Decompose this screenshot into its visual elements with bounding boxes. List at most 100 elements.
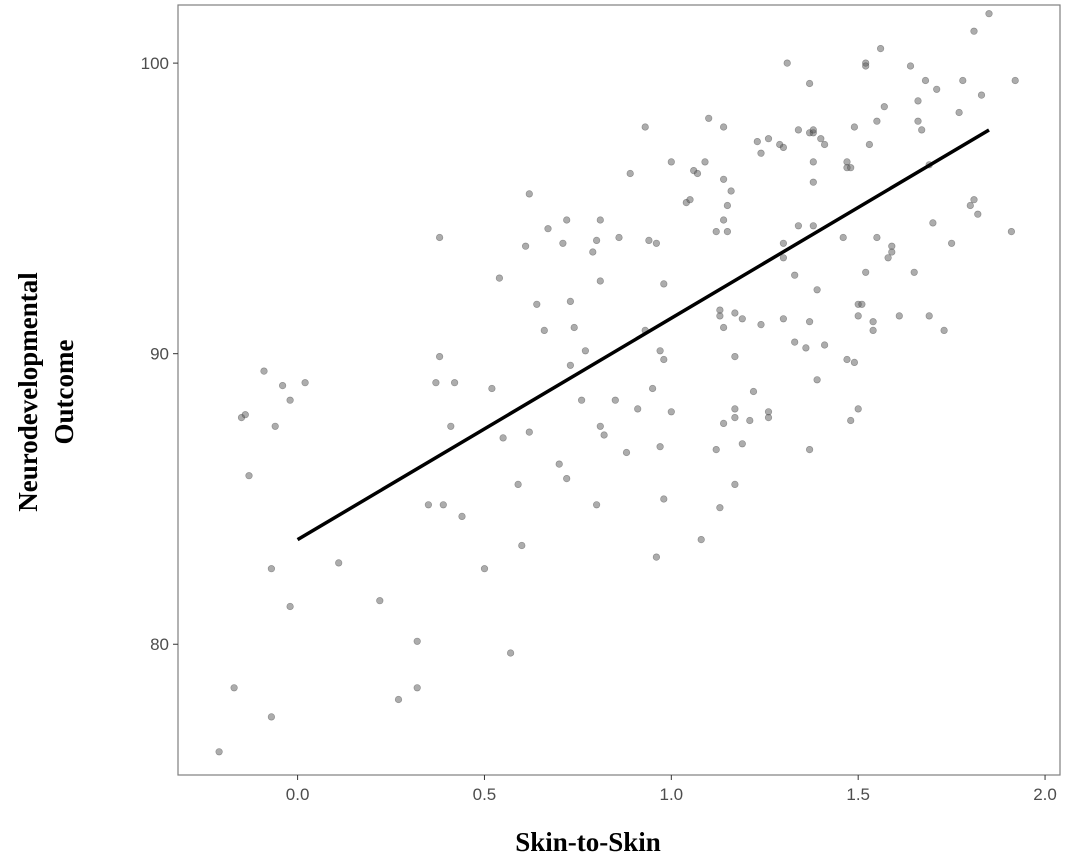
y-axis-ticks: 80 90 100 xyxy=(141,54,178,654)
data-point xyxy=(813,376,821,384)
data-point xyxy=(731,309,739,317)
data-point xyxy=(622,448,631,457)
data-point xyxy=(1011,76,1019,85)
data-point xyxy=(809,178,817,186)
data-point xyxy=(716,306,724,314)
data-point xyxy=(847,416,855,425)
data-point xyxy=(809,222,817,230)
panel-border xyxy=(177,4,1061,776)
data-point xyxy=(1007,228,1016,236)
data-point xyxy=(843,355,851,364)
data-point xyxy=(615,233,623,242)
data-point xyxy=(869,326,877,335)
data-point xyxy=(514,480,522,489)
data-point xyxy=(230,684,238,692)
data-point xyxy=(570,323,578,332)
data-point xyxy=(592,501,601,509)
x-tick-label: 1.0 xyxy=(660,785,684,804)
data-point xyxy=(873,233,881,242)
data-point xyxy=(719,175,728,183)
data-point xyxy=(705,114,713,122)
data-point xyxy=(521,242,530,250)
data-point xyxy=(813,286,821,294)
data-point xyxy=(652,553,661,561)
data-point xyxy=(436,233,444,242)
data-point xyxy=(577,396,586,404)
data-point xyxy=(540,326,548,335)
data-point xyxy=(241,411,249,419)
data-point xyxy=(862,268,870,276)
data-point xyxy=(424,501,433,509)
data-point xyxy=(794,222,803,230)
data-point xyxy=(495,274,504,282)
data-point xyxy=(847,164,855,172)
data-point xyxy=(376,597,384,605)
data-point xyxy=(820,341,829,349)
data-point xyxy=(850,358,859,367)
data-point xyxy=(858,300,866,308)
data-point xyxy=(921,76,930,85)
data-point xyxy=(267,565,276,573)
data-point xyxy=(626,169,634,178)
data-point xyxy=(667,408,675,416)
data-point xyxy=(910,268,918,276)
data-point xyxy=(499,434,507,442)
data-point xyxy=(895,312,903,320)
data-point xyxy=(719,123,728,131)
data-point xyxy=(335,559,343,567)
data-point xyxy=(260,367,268,375)
data-point xyxy=(559,239,567,247)
data-point xyxy=(757,149,765,157)
data-point xyxy=(596,277,604,285)
data-point xyxy=(955,108,963,117)
data-point xyxy=(533,300,541,308)
data-point xyxy=(507,649,515,657)
data-point xyxy=(809,126,817,134)
data-point xyxy=(432,379,440,387)
data-point xyxy=(719,216,728,224)
data-point xyxy=(918,126,926,134)
data-point xyxy=(966,201,974,210)
data-point xyxy=(589,248,597,256)
data-point xyxy=(925,312,933,320)
data-point xyxy=(563,475,571,483)
data-point xyxy=(566,297,575,306)
data-point xyxy=(555,460,563,468)
data-point xyxy=(712,446,720,454)
data-point xyxy=(660,280,668,288)
data-point xyxy=(596,216,604,224)
data-point xyxy=(731,414,739,422)
trend-line xyxy=(296,128,990,542)
data-point xyxy=(451,379,459,387)
data-point xyxy=(279,382,287,390)
data-point xyxy=(746,416,754,425)
data-point xyxy=(727,187,735,195)
data-point xyxy=(716,504,724,512)
data-point xyxy=(764,408,773,416)
data-point xyxy=(839,233,847,242)
data-point xyxy=(596,422,604,430)
data-point xyxy=(854,405,862,413)
data-point xyxy=(563,216,571,224)
x-axis-ticks: 0.0 0.5 1.0 1.5 2.0 xyxy=(286,775,1057,804)
data-point xyxy=(518,541,526,550)
data-point xyxy=(862,62,870,70)
data-point xyxy=(970,196,978,204)
data-point xyxy=(413,637,421,645)
data-point xyxy=(933,85,941,93)
data-point xyxy=(566,361,575,369)
data-point xyxy=(286,602,294,611)
data-point xyxy=(850,123,859,131)
data-point xyxy=(439,501,447,509)
data-point xyxy=(581,347,590,355)
data-point xyxy=(820,140,829,149)
x-axis-title: Skin-to-Skin xyxy=(515,827,661,857)
data-point xyxy=(480,565,489,573)
y-tick-label: 80 xyxy=(150,635,169,654)
data-point xyxy=(809,158,817,166)
data-point xyxy=(753,138,761,146)
data-point xyxy=(525,428,533,436)
data-point xyxy=(764,135,773,143)
data-point xyxy=(947,239,956,247)
